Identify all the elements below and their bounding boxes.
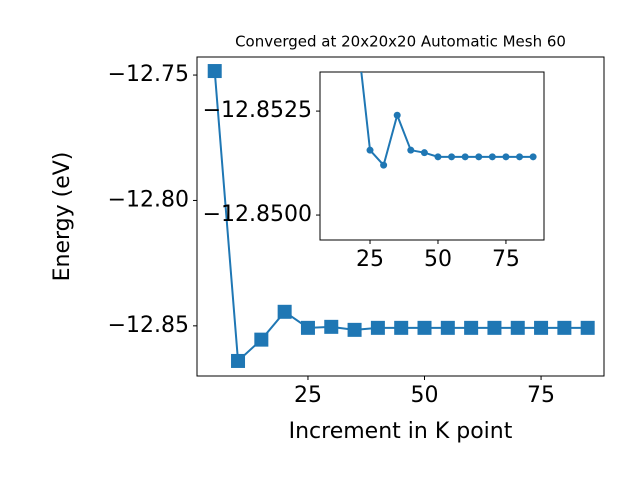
x-tick-label: 50 (424, 247, 452, 272)
data-marker (488, 153, 496, 161)
x-tick-label: 25 (356, 247, 384, 272)
data-marker (207, 64, 222, 79)
data-marker (277, 304, 292, 319)
data-marker (464, 320, 479, 335)
plot-area (207, 64, 595, 368)
data-marker (324, 319, 339, 334)
data-marker (300, 320, 315, 335)
x-axis-label: Increment in K point (289, 419, 513, 444)
data-marker (417, 320, 432, 335)
y-axis-label: Energy (eV) (50, 152, 75, 282)
data-marker (380, 161, 388, 169)
x-tick-label: 25 (294, 383, 322, 408)
y-tick-label: −12.80 (108, 187, 189, 212)
y-tick-label: −12.8525 (203, 98, 312, 123)
data-marker (394, 320, 409, 335)
data-marker (475, 153, 483, 161)
data-marker (529, 153, 537, 161)
data-marker (440, 320, 455, 335)
data-marker (231, 353, 246, 368)
data-marker (487, 320, 502, 335)
data-marker (420, 149, 428, 157)
x-tick-label: 50 (411, 383, 439, 408)
data-marker (393, 111, 401, 119)
data-marker (510, 320, 525, 335)
data-marker (366, 146, 374, 154)
data-marker (434, 153, 442, 161)
plot-area (353, 24, 537, 169)
x-tick-label: 75 (492, 247, 520, 272)
data-marker (580, 320, 595, 335)
y-tick-label: −12.85 (108, 313, 189, 338)
data-marker (534, 320, 549, 335)
data-marker (353, 24, 360, 31)
data-marker (254, 332, 269, 347)
chart-title: Converged at 20x20x20 Automatic Mesh 60 (235, 33, 566, 51)
data-marker (370, 320, 385, 335)
data-marker (448, 153, 456, 161)
data-marker (347, 322, 362, 337)
y-tick-label: −12.75 (108, 62, 189, 87)
data-marker (461, 153, 469, 161)
data-marker (516, 153, 524, 161)
data-marker (557, 320, 572, 335)
x-tick-label: 75 (527, 383, 555, 408)
data-marker (407, 146, 415, 154)
data-marker (502, 153, 510, 161)
y-tick-label: −12.8500 (203, 202, 312, 227)
